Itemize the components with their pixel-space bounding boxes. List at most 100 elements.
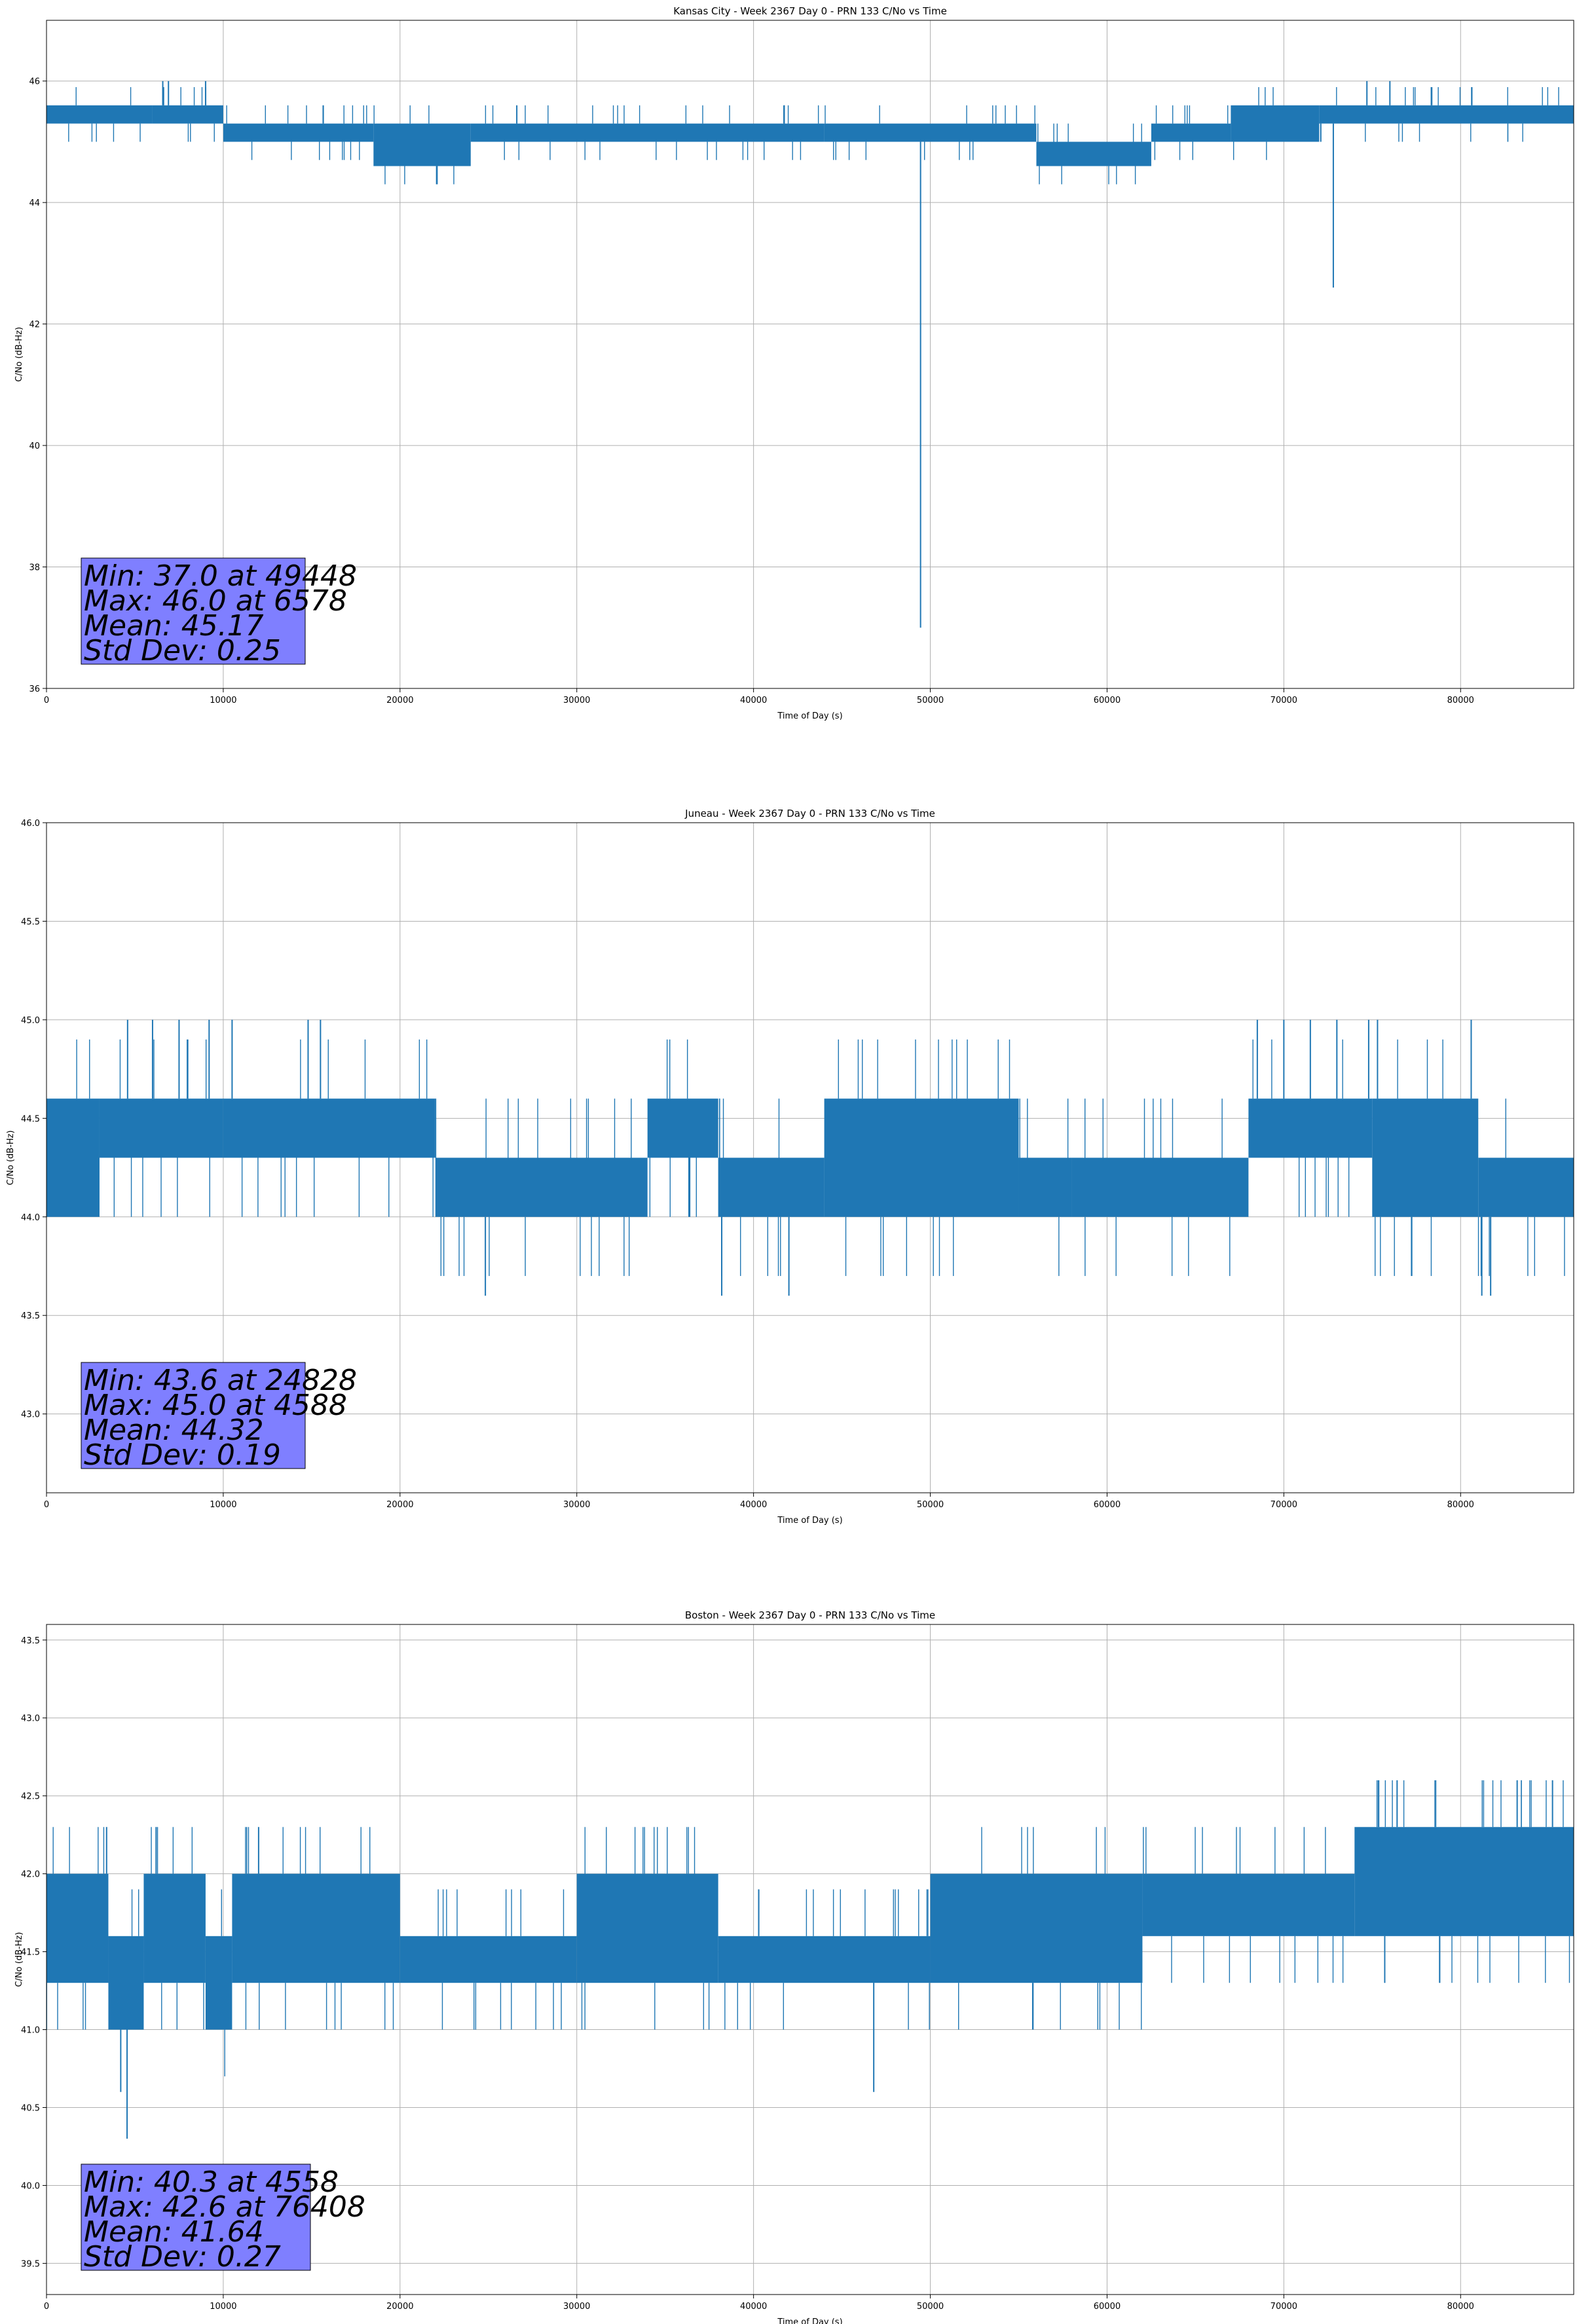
stats-box-line: Mean: 44.32 <box>84 1414 264 1447</box>
data-band <box>205 1936 232 2030</box>
y-tick-label: 40 <box>29 441 40 451</box>
stats-box-line: Max: 46.0 at 6578 <box>84 584 347 618</box>
data-band <box>223 123 374 142</box>
stats-box-line: Min: 43.6 at 24828 <box>84 1364 357 1397</box>
y-tick-label: 41.5 <box>21 1948 40 1958</box>
data-band <box>1142 1873 1355 1936</box>
data-band <box>718 1936 931 1983</box>
y-axis-label: C/No (dB-Hz) <box>6 1131 16 1186</box>
x-tick-label: 50000 <box>917 1500 944 1510</box>
y-tick-label: 42 <box>29 320 40 330</box>
y-tick-label: 36 <box>29 684 40 694</box>
y-tick-label: 40.5 <box>21 2104 40 2114</box>
y-tick-label: 46.0 <box>21 819 40 829</box>
data-band <box>1478 1157 1574 1217</box>
x-axis-label: Time of Day (s) <box>777 711 842 721</box>
x-tick-label: 80000 <box>1447 1500 1474 1510</box>
y-tick-label: 44.0 <box>21 1213 40 1223</box>
data-band <box>232 1873 400 1983</box>
x-tick-label: 60000 <box>1094 1500 1121 1510</box>
stats-box-line: Max: 42.6 at 76408 <box>84 2190 365 2224</box>
data-band <box>108 1936 144 2030</box>
data-band <box>1071 1157 1249 1217</box>
x-axis-label: Time of Day (s) <box>777 2317 842 2324</box>
data-band <box>143 1873 206 1983</box>
data-band <box>576 1873 718 1983</box>
stats-box-line: Mean: 41.64 <box>84 2215 264 2249</box>
data-band <box>930 1873 1143 1983</box>
data-band <box>1036 141 1151 166</box>
x-tick-label: 20000 <box>386 1500 413 1510</box>
data-band <box>824 123 1037 142</box>
data-band <box>824 1098 1019 1217</box>
chart-1: Juneau - Week 2367 Day 0 - PRN 133 C/No … <box>6 808 1574 1526</box>
stats-box-line: Std Dev: 0.25 <box>84 634 281 667</box>
y-tick-label: 41.0 <box>21 2026 40 2036</box>
x-tick-label: 50000 <box>917 696 944 705</box>
x-tick-label: 40000 <box>740 1500 767 1510</box>
axes-frame <box>46 1624 1574 2295</box>
data-band <box>373 123 471 166</box>
data-band <box>1319 105 1574 124</box>
y-tick-label: 44.5 <box>21 1114 40 1124</box>
y-axis-label: C/No (dB-Hz) <box>14 327 24 382</box>
x-tick-label: 50000 <box>917 2302 944 2312</box>
stats-box-line: Mean: 45.17 <box>84 609 264 643</box>
data-band <box>46 1873 109 1983</box>
x-tick-label: 70000 <box>1271 696 1297 705</box>
data-band <box>1018 1157 1072 1217</box>
data-band <box>152 105 223 124</box>
x-axis-label: Time of Day (s) <box>777 1516 842 1526</box>
series-line <box>46 81 1574 628</box>
data-band <box>1231 105 1320 142</box>
data-band <box>46 1098 100 1217</box>
data-band <box>718 1157 825 1217</box>
stats-box <box>81 2164 311 2271</box>
stats-box-line: Min: 37.0 at 49448 <box>84 559 357 593</box>
stats-box-line: Std Dev: 0.27 <box>84 2240 281 2274</box>
x-tick-label: 40000 <box>740 2302 767 2312</box>
y-tick-label: 42.5 <box>21 1792 40 1802</box>
y-tick-label: 43.5 <box>21 1636 40 1646</box>
y-tick-label: 43.0 <box>21 1714 40 1724</box>
x-tick-label: 30000 <box>563 696 590 705</box>
series-line <box>46 1019 1574 1296</box>
x-tick-label: 80000 <box>1447 2302 1474 2312</box>
x-tick-label: 10000 <box>210 696 236 705</box>
x-tick-label: 10000 <box>210 2302 236 2312</box>
stats-box <box>81 1362 306 1469</box>
y-tick-label: 38 <box>29 563 40 573</box>
y-tick-label: 44 <box>29 198 40 208</box>
y-tick-label: 43.0 <box>21 1410 40 1420</box>
x-tick-label: 0 <box>44 1500 49 1510</box>
data-band <box>399 1936 577 1983</box>
data-band <box>647 1098 718 1158</box>
x-tick-label: 60000 <box>1094 2302 1121 2312</box>
y-axis-label: C/No (dB-Hz) <box>14 1932 24 1987</box>
y-tick-label: 43.5 <box>21 1311 40 1321</box>
y-tick-label: 42.0 <box>21 1870 40 1880</box>
data-band <box>46 105 153 124</box>
series-line <box>46 1780 1574 2139</box>
x-tick-label: 0 <box>44 696 49 705</box>
axes-frame <box>46 20 1574 689</box>
x-tick-label: 70000 <box>1271 1500 1297 1510</box>
y-tick-label: 45.0 <box>21 1016 40 1026</box>
y-tick-label: 46 <box>29 77 40 87</box>
data-band <box>1248 1098 1373 1158</box>
data-band <box>99 1098 223 1158</box>
chart-2: Boston - Week 2367 Day 0 - PRN 133 C/No … <box>14 1609 1574 2324</box>
y-tick-label: 40.0 <box>21 2181 40 2191</box>
x-tick-label: 20000 <box>386 696 413 705</box>
x-tick-label: 40000 <box>740 696 767 705</box>
x-tick-label: 30000 <box>563 1500 590 1510</box>
x-tick-label: 0 <box>44 2302 49 2312</box>
data-band <box>1151 123 1231 142</box>
chart-0: Kansas City - Week 2367 Day 0 - PRN 133 … <box>14 5 1574 721</box>
x-tick-label: 30000 <box>563 2302 590 2312</box>
stats-box-line: Std Dev: 0.19 <box>84 1438 281 1472</box>
data-band <box>435 1157 648 1217</box>
chart-title: Kansas City - Week 2367 Day 0 - PRN 133 … <box>673 5 947 17</box>
x-tick-label: 60000 <box>1094 696 1121 705</box>
